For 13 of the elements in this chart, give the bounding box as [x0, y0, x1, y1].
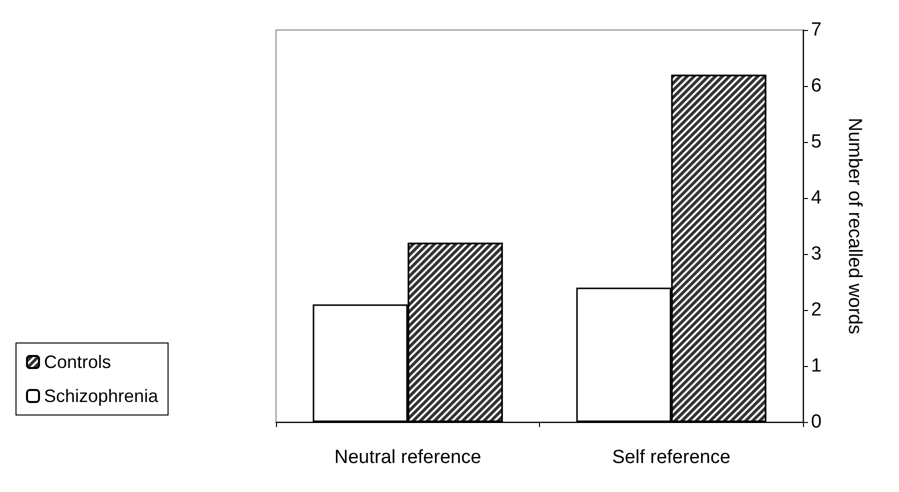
y-tick-label: 5 — [811, 132, 822, 152]
y-tick-label: 6 — [811, 76, 822, 96]
y-tick-label: 7 — [811, 20, 822, 40]
y-axis-title: Number of recalled words — [844, 118, 865, 334]
y-tick-label: 3 — [811, 244, 822, 264]
x-tick-label: Self reference — [612, 447, 730, 468]
y-tick-label: 0 — [811, 412, 822, 432]
legend-label: Controls — [44, 352, 112, 372]
y-tick-label: 1 — [811, 356, 822, 376]
y-tick-label: 2 — [811, 300, 822, 320]
y-tick-label: 4 — [811, 188, 822, 208]
legend-label: Schizophrenia — [44, 386, 160, 406]
x-tick-label: Neutral reference — [334, 447, 482, 468]
